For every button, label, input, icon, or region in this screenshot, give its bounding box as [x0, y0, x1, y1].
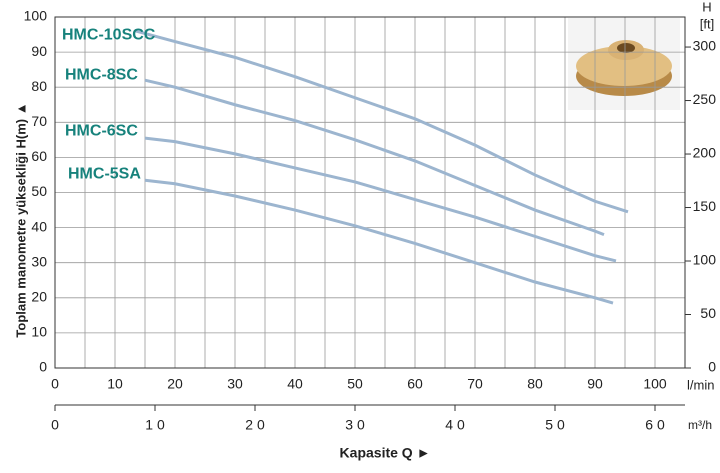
- y2-tick-label: 50: [700, 305, 716, 321]
- y-tick-label: 90: [31, 43, 47, 59]
- y-tick-label: 70: [31, 113, 47, 129]
- y2-tick-label: 150: [693, 198, 717, 214]
- x-tick-label: 80: [527, 376, 543, 392]
- x-tick-label: 70: [467, 376, 483, 392]
- y-tick-label: 80: [31, 78, 47, 94]
- x-axis-unit: l/min: [687, 377, 714, 392]
- x2-tick-label: 4 0: [445, 417, 465, 433]
- series-label: HMC-6SC: [65, 122, 138, 139]
- x-tick-label: 10: [107, 376, 123, 392]
- y2-axis-label: [ft]: [700, 16, 714, 31]
- y2-tick-label: 200: [693, 145, 717, 161]
- x2-tick-label: 5 0: [545, 417, 565, 433]
- x2-tick-label: 2 0: [245, 417, 265, 433]
- curve: [135, 29, 629, 214]
- impeller-photo: [568, 18, 680, 110]
- curve: [144, 178, 614, 305]
- y-tick-label: 30: [31, 253, 47, 269]
- y2-tick-label: 250: [693, 91, 717, 107]
- y-axis-label: Toplam manometre yüksekliği H(m) ▲: [13, 102, 28, 337]
- y-tick-label: 10: [31, 324, 47, 340]
- x2-tick-label: 3 0: [345, 417, 365, 433]
- x-tick-label: 20: [167, 376, 183, 392]
- curve: [144, 78, 605, 237]
- y-tick-label: 0: [39, 359, 47, 375]
- x-tick-label: 90: [587, 376, 603, 392]
- x-tick-label: 60: [407, 376, 423, 392]
- plot-frame: [54, 16, 686, 369]
- x2-tick-label: 1 0: [145, 417, 165, 433]
- x-tick-label: 40: [287, 376, 303, 392]
- y2-tick-label: 300: [693, 38, 717, 54]
- x-tick-label: 30: [227, 376, 243, 392]
- x-tick-label: 100: [643, 376, 667, 392]
- x-tick-label: 0: [51, 376, 59, 392]
- y-tick-label: 100: [24, 8, 48, 24]
- y2-unit: H: [702, 0, 711, 14]
- series-label: HMC-10SCC: [62, 26, 156, 43]
- y-tick-label: 50: [31, 183, 47, 199]
- y-tick-label: 20: [31, 289, 47, 305]
- y-tick-label: 60: [31, 148, 47, 164]
- x-tick-label: 50: [347, 376, 363, 392]
- y2-tick-label: 0: [708, 359, 716, 375]
- x2-axis-unit: m³/h: [688, 418, 712, 432]
- curve: [144, 136, 617, 263]
- y2-tick-label: 100: [693, 252, 717, 268]
- series-label: HMC-5SA: [68, 165, 141, 182]
- bottom-label: Kapasite Q ►: [340, 445, 431, 461]
- y-tick-label: 40: [31, 218, 47, 234]
- x2-tick-label: 0: [51, 417, 59, 433]
- series-label: HMC-8SC: [65, 66, 138, 83]
- x2-tick-label: 6 0: [645, 417, 665, 433]
